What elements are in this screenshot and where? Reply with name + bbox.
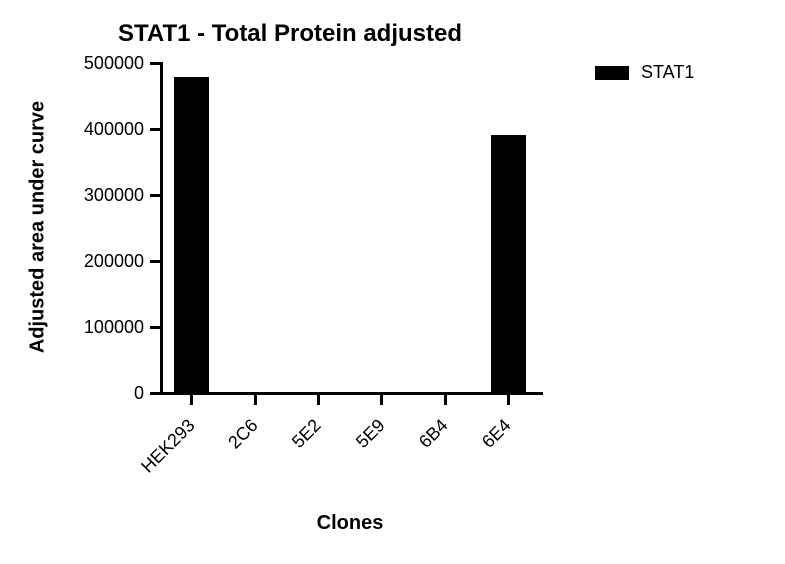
y-tick-label: 100000 bbox=[84, 317, 144, 338]
y-axis-line bbox=[160, 62, 163, 395]
y-tick bbox=[150, 392, 160, 395]
y-tick-label: 400000 bbox=[84, 119, 144, 140]
x-tick bbox=[380, 395, 383, 405]
x-tick bbox=[254, 395, 257, 405]
legend-label: STAT1 bbox=[641, 62, 694, 83]
y-tick bbox=[150, 128, 160, 131]
x-tick bbox=[444, 395, 447, 405]
y-tick-label: 0 bbox=[134, 383, 144, 404]
y-tick bbox=[150, 326, 160, 329]
y-tick bbox=[150, 260, 160, 263]
y-tick bbox=[150, 194, 160, 197]
bar bbox=[174, 77, 209, 392]
y-tick-label: 200000 bbox=[84, 251, 144, 272]
x-tick bbox=[317, 395, 320, 405]
x-tick bbox=[507, 395, 510, 405]
x-tick-label: 6B4 bbox=[415, 415, 452, 452]
bar bbox=[491, 135, 526, 392]
plot-area bbox=[160, 62, 540, 392]
x-tick bbox=[190, 395, 193, 405]
x-axis-line bbox=[160, 392, 543, 395]
legend: STAT1 bbox=[595, 62, 775, 92]
x-tick-label: HEK293 bbox=[137, 415, 199, 477]
y-tick-label: 300000 bbox=[84, 185, 144, 206]
x-tick-label: 6E4 bbox=[478, 415, 515, 452]
chart-container: STAT1 - Total Protein adjusted 0 100000 20… bbox=[0, 0, 785, 564]
chart-title: STAT1 - Total Protein adjusted bbox=[118, 20, 462, 48]
x-axis-title: Clones bbox=[317, 512, 384, 535]
x-tick-label: 5E2 bbox=[288, 415, 325, 452]
legend-swatch bbox=[595, 66, 629, 80]
x-tick-label: 5E9 bbox=[352, 415, 389, 452]
y-axis-title: Adjusted area under curve bbox=[27, 101, 50, 353]
y-tick bbox=[150, 62, 160, 65]
y-tick-label: 500000 bbox=[84, 53, 144, 74]
x-tick-label: 2C6 bbox=[224, 415, 262, 453]
